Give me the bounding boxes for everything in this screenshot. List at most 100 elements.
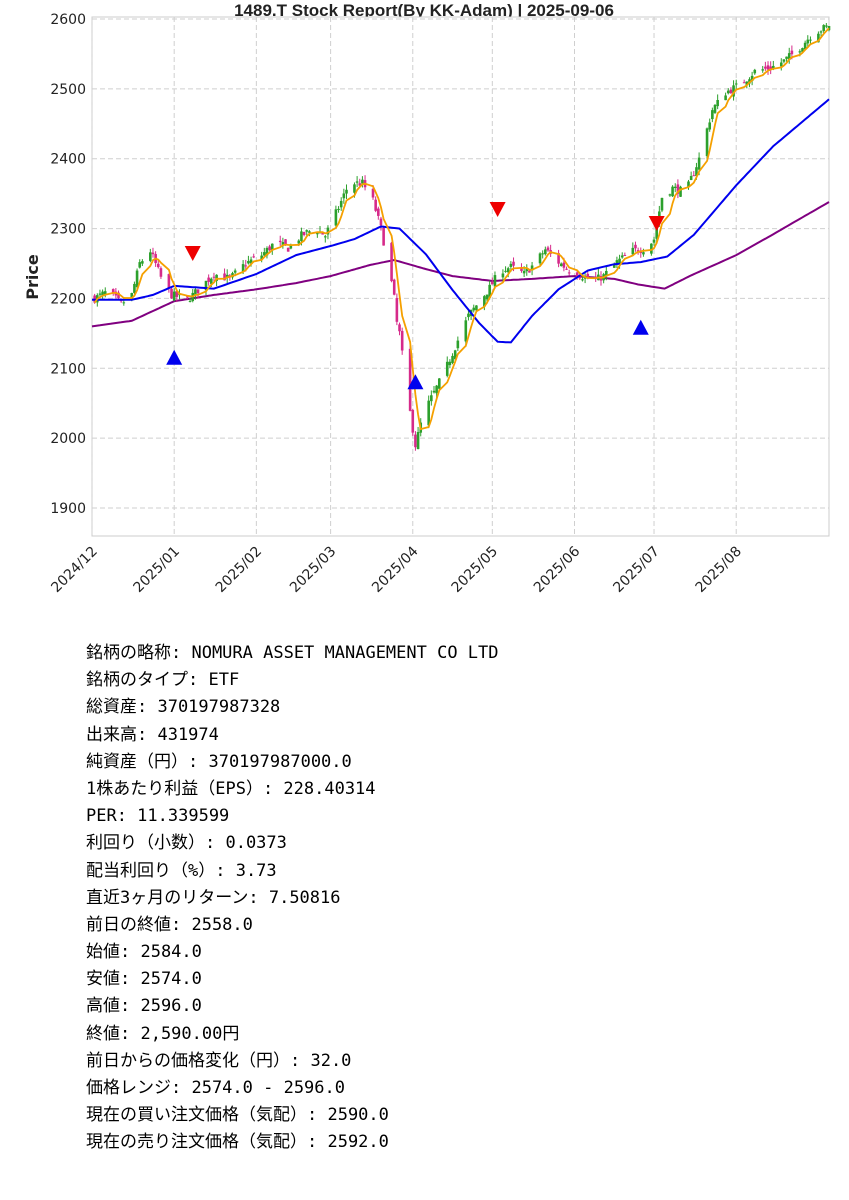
- candle-body: [204, 280, 208, 291]
- candle-body: [711, 110, 714, 120]
- info-line: 現在の売り注文価格（気配）: 2592.0: [86, 1132, 389, 1153]
- candle-body: [260, 255, 263, 260]
- candle-body: [660, 197, 664, 211]
- x-tick-label: 2025/04: [369, 543, 422, 596]
- slow-moving-average: [91, 201, 830, 328]
- candle-body: [557, 253, 560, 264]
- candle-body: [326, 227, 330, 235]
- x-tick-label: 2025/06: [531, 543, 584, 596]
- candle-body: [687, 181, 690, 187]
- candle-body: [390, 242, 393, 282]
- candle-body: [464, 320, 468, 342]
- candle-body: [692, 175, 696, 177]
- info-line: 高値: 2596.0: [86, 996, 202, 1017]
- candle-body: [268, 246, 271, 251]
- candle-body: [567, 272, 571, 274]
- info-line: 銘柄の略称: NOMURA ASSET MANAGEMENT CO LTD: [86, 643, 499, 663]
- candle-body: [483, 296, 486, 307]
- candle-body: [803, 42, 807, 50]
- candle-body: [541, 253, 544, 255]
- candle-body: [398, 324, 401, 332]
- candle-body: [212, 276, 216, 278]
- candle-body: [448, 361, 452, 366]
- x-tick-label: 2025/03: [287, 544, 339, 596]
- info-line: 総資産: 370197987328: [86, 697, 281, 718]
- candle-body: [451, 355, 454, 363]
- signal-markers: [166, 202, 665, 390]
- candle-body: [734, 83, 738, 85]
- info-line: 前日の終値: 2558.0: [86, 914, 253, 935]
- candle-body: [286, 247, 290, 252]
- candle-body: [339, 200, 343, 208]
- candle-body: [615, 260, 619, 265]
- candle-body: [345, 189, 348, 194]
- candle-body: [149, 252, 152, 261]
- candle-body: [695, 167, 698, 177]
- y-axis-label: Price: [23, 254, 42, 300]
- candle-body: [252, 256, 256, 258]
- candle-body: [631, 247, 635, 255]
- candle-body: [172, 291, 176, 301]
- candle-body: [284, 239, 287, 246]
- candle-body: [729, 89, 733, 94]
- candle-body: [790, 50, 794, 55]
- candle-body: [247, 260, 250, 264]
- candle-body: [472, 307, 476, 311]
- candle-body: [400, 330, 404, 351]
- candle-body: [353, 184, 356, 193]
- candle-body: [764, 66, 767, 69]
- candle-body: [732, 85, 735, 97]
- candle-body: [668, 194, 672, 196]
- candle-body: [249, 259, 253, 264]
- candle-body: [135, 270, 139, 288]
- candle-body: [355, 181, 359, 183]
- y-tick-label: 2100: [50, 361, 86, 377]
- candle-body: [713, 104, 717, 113]
- info-line: 安値: 2574.0: [86, 969, 202, 990]
- candle-body: [414, 434, 417, 448]
- info-line: 配当利回り（%）: 3.73: [86, 860, 277, 881]
- candle-body: [562, 262, 566, 268]
- candle-body: [130, 293, 134, 300]
- candle-body: [151, 252, 155, 255]
- candle-body: [522, 270, 526, 274]
- y-tick-label: 2300: [50, 222, 86, 238]
- candle-body: [225, 274, 229, 278]
- buy-signal-marker: [166, 349, 183, 365]
- candle-body: [270, 243, 274, 251]
- candle-body: [575, 272, 579, 278]
- candle-body: [772, 65, 775, 70]
- candle-body: [787, 53, 791, 61]
- candle-body: [361, 179, 364, 184]
- candle-body: [321, 232, 324, 235]
- candle-body: [491, 282, 494, 285]
- x-tick-label: 2024/12: [48, 544, 100, 596]
- candle-body: [605, 270, 608, 277]
- candle-body: [289, 244, 293, 249]
- candle-body: [623, 255, 627, 257]
- mid-moving-average: [92, 98, 830, 344]
- candle-body: [822, 25, 825, 31]
- candle-body: [98, 293, 102, 295]
- candle-body: [708, 122, 712, 130]
- x-tick-label: 2025/01: [131, 544, 183, 596]
- candle-body: [159, 268, 163, 277]
- candle-body: [785, 56, 788, 59]
- candle-body: [435, 385, 438, 394]
- y-tick-label: 2400: [50, 152, 86, 168]
- x-tick-label: 2025/08: [693, 544, 745, 596]
- candle-body: [188, 300, 192, 302]
- candle-body: [544, 249, 547, 255]
- candle-body: [819, 31, 823, 33]
- candle-body: [798, 51, 802, 53]
- candle-body: [612, 264, 616, 268]
- candle-body: [581, 279, 584, 281]
- candle-body: [305, 230, 309, 232]
- candle-body: [726, 90, 730, 94]
- candle-body: [138, 262, 142, 268]
- candle-body: [427, 400, 430, 426]
- candle-body: [300, 231, 303, 242]
- sell-signal-marker: [489, 202, 506, 218]
- candle-body: [170, 288, 173, 299]
- candle-body: [207, 277, 210, 282]
